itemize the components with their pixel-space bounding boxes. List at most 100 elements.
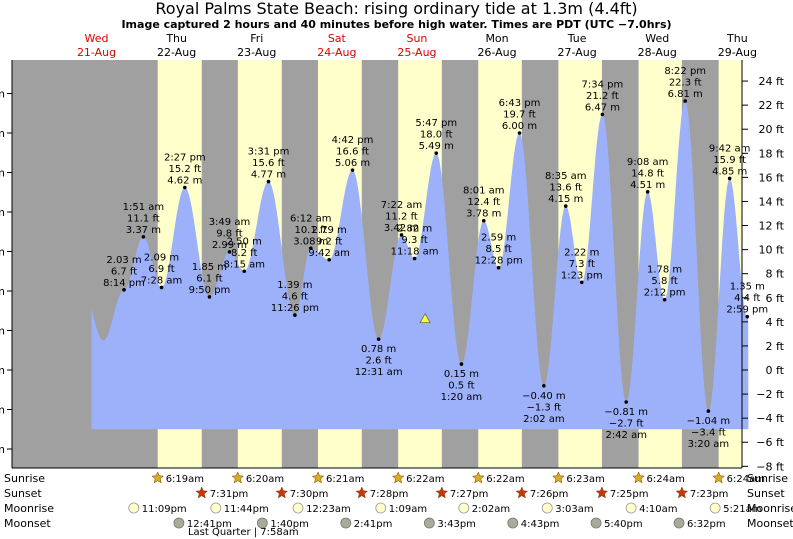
left-axis-tick-label: −2 m	[0, 443, 5, 456]
tide-extreme-label: 4.85 m	[712, 166, 747, 177]
day-of-week-label: Wed	[85, 32, 109, 45]
left-axis-tick-label: 2 m	[0, 285, 5, 298]
right-axis-tick-label: −8 ft	[756, 460, 784, 473]
tide-extreme-dot	[481, 218, 486, 223]
tide-extreme-label: 9.3 ft	[401, 235, 427, 246]
sunrise-star-icon	[552, 471, 565, 484]
tide-extreme-label: 9.8 ft	[216, 228, 242, 239]
moonrise-moon-icon	[375, 502, 387, 514]
tide-extreme-label: 12.4 ft	[467, 197, 500, 208]
moonset-moon-icon	[673, 517, 685, 529]
tide-extreme-label: 11:18 am	[391, 247, 439, 258]
tide-extreme-label: 2:42 am	[605, 430, 647, 441]
tide-extreme-label: 8:01 am	[463, 186, 505, 197]
moonrise-moon-icon	[625, 502, 637, 514]
right-axis-tick-label: 0 ft	[766, 364, 785, 377]
day-date-label: 24-Aug	[317, 46, 356, 59]
tide-extreme-label: 16.6 ft	[336, 147, 369, 158]
right-axis-tick-label: 10 ft	[759, 244, 785, 257]
tide-extreme-label: 4:42 pm	[332, 135, 374, 146]
right-axis-tick-label: 8 ft	[766, 268, 785, 281]
right-axis-tick-label: 24 ft	[759, 75, 785, 88]
tide-extreme-dot	[293, 313, 297, 317]
tide-extreme-label: 6.1 ft	[196, 273, 222, 284]
moonrise-moon-icon	[541, 502, 553, 514]
right-axis-tick-label: 18 ft	[759, 147, 785, 160]
day-of-week-label: Sun	[406, 32, 427, 45]
tide-extreme-label: 3.37 m	[126, 225, 161, 236]
moonset-row-label: Moonset	[4, 517, 51, 530]
tide-extreme-dot	[727, 176, 732, 181]
right-axis-tick-label: 16 ft	[759, 171, 785, 184]
tide-extreme-dot	[496, 265, 501, 270]
tide-extreme-dot	[600, 112, 605, 117]
day-of-week-label: Wed	[645, 32, 669, 45]
moonset-moon-icon	[590, 517, 602, 529]
sunset-star-icon	[195, 486, 209, 499]
day-of-week-label: Mon	[485, 32, 508, 45]
tide-extreme-label: 2.99 m	[212, 240, 247, 251]
tide-water-area	[91, 101, 749, 430]
tide-extreme-label: 6.00 m	[502, 121, 537, 132]
right-axis-tick-label: 6 ft	[766, 292, 785, 305]
tide-extreme-label: 22.3 ft	[669, 78, 702, 89]
sunrise-time: 6:22am	[406, 474, 444, 485]
tide-extreme-label: 7.3 ft	[569, 259, 595, 270]
day-date-label: 28-Aug	[638, 46, 677, 59]
tide-extreme-label: 15.2 ft	[168, 164, 201, 175]
tide-extreme-label: 6:12 am	[290, 213, 332, 224]
sunrise-time: 6:20am	[246, 474, 284, 485]
moonset-moon-icon	[256, 517, 268, 529]
sunset-star-icon	[595, 486, 609, 499]
tide-extreme-label: 0.78 m	[361, 344, 396, 355]
tide-extreme-label: 1.85 m	[192, 262, 227, 273]
tide-extreme-label: 7:22 am	[381, 200, 423, 211]
moonrise-time: 12:23am	[306, 504, 351, 515]
moonrise-moon-icon	[292, 502, 304, 514]
day-date-label: 29-Aug	[718, 46, 757, 59]
tide-extreme-label: 9:42 am	[308, 248, 350, 259]
tide-extreme-label: 21.2 ft	[586, 91, 619, 102]
tide-extreme-label: 4.15 m	[548, 194, 583, 205]
moonrise-time: 11:44pm	[224, 504, 269, 515]
tide-extreme-label: 0.5 ft	[448, 381, 474, 392]
tide-extreme-label: 3:49 am	[209, 217, 251, 228]
sunrise-star-icon	[231, 471, 245, 484]
tide-extreme-label: 2.22 m	[564, 247, 599, 258]
moonrise-moon-icon	[128, 502, 140, 514]
tide-extreme-label: 15.9 ft	[713, 155, 746, 166]
tide-extreme-label: 4.4 ft	[734, 293, 760, 304]
tide-extreme-dot	[624, 400, 629, 404]
left-axis-tick-label: 5 m	[0, 167, 5, 180]
current-tide-marker	[419, 312, 431, 324]
moonset-time: 5:40pm	[604, 519, 643, 530]
tide-extreme-label: −0.40 m	[522, 391, 566, 402]
sunset-star-icon	[275, 486, 289, 499]
tide-extreme-label: 9:08 am	[627, 157, 669, 168]
tide-extreme-label: 12:31 am	[355, 367, 403, 378]
sunrise-row-label: Sunrise	[4, 472, 45, 485]
tide-extreme-label: 9.2 ft	[316, 236, 342, 247]
moonset-time: 1:40pm	[270, 519, 309, 530]
tide-extreme-dot	[350, 168, 355, 172]
moonrise-row-label: Moonrise	[747, 502, 793, 515]
day-date-label: 27-Aug	[558, 46, 597, 59]
day-date-label: 22-Aug	[157, 46, 196, 59]
tide-extreme-label: 2.03 m	[106, 255, 141, 266]
moonset-time: 4:43pm	[521, 519, 560, 530]
sunset-star-icon	[355, 486, 369, 499]
tide-extreme-label: 7:34 pm	[582, 79, 624, 90]
tide-extreme-label: 4.51 m	[630, 180, 665, 191]
left-axis-tick-label: −1 m	[0, 404, 5, 417]
sunrise-star-icon	[311, 471, 325, 484]
tide-extreme-label: 14.8 ft	[631, 168, 664, 179]
tide-extreme-label: 15.6 ft	[252, 158, 285, 169]
tide-extreme-label: 4.77 m	[251, 170, 286, 181]
day-date-label: 25-Aug	[397, 46, 436, 59]
tide-extreme-label: 8.5 ft	[485, 244, 511, 255]
tide-extreme-label: 1.39 m	[277, 280, 312, 291]
sunrise-star-icon	[471, 471, 485, 484]
tide-extreme-label: 2.59 m	[481, 233, 516, 244]
tide-extreme-label: 5:47 pm	[415, 118, 457, 129]
day-date-label: 26-Aug	[477, 46, 516, 59]
